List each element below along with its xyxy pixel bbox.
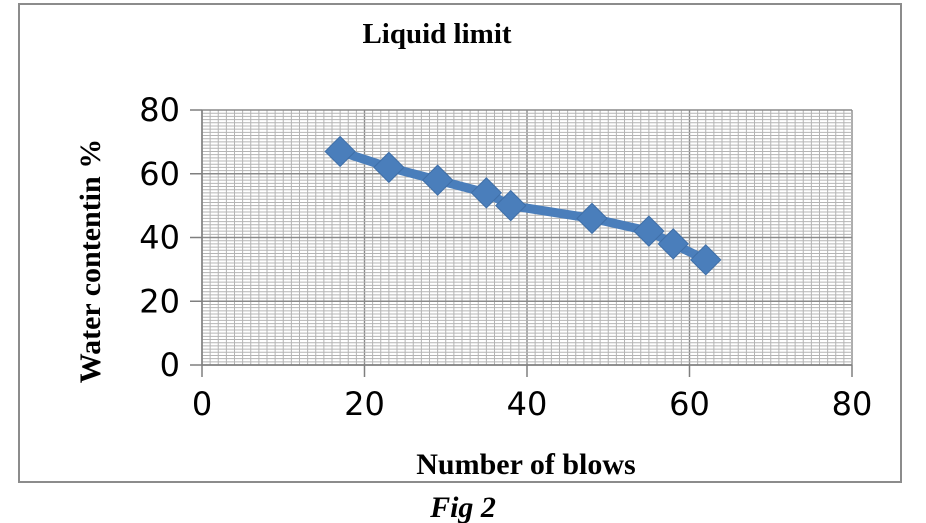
y-tick-label: 20 [139, 282, 180, 320]
x-tick-label: 80 [832, 385, 873, 423]
y-tick-label: 0 [160, 346, 180, 384]
figure-caption: Fig 2 [430, 493, 496, 523]
data-point [470, 177, 503, 209]
chart-title: Liquid limit [362, 18, 511, 50]
y-tick-label: 40 [139, 219, 180, 257]
series [324, 135, 722, 276]
data-point [576, 202, 608, 235]
data-point [633, 215, 665, 247]
data-point [657, 228, 689, 260]
data-point [324, 135, 356, 168]
chart-frame: 0 20 40 60 80 0 20 40 60 80 Liquid limit Number o… [18, 3, 902, 483]
grid [201, 109, 853, 366]
x-tick-label: 40 [507, 385, 548, 423]
tick-labels: 0 20 40 60 80 0 20 40 60 80 [139, 91, 872, 423]
axes [190, 109, 853, 377]
y-tick-label: 60 [139, 155, 180, 193]
chart-svg: 0 20 40 60 80 0 20 40 60 80 Liquid limit Number o… [74, 18, 872, 481]
x-axis-label: Number of blows [416, 448, 635, 481]
data-point [373, 151, 405, 184]
x-tick-label: 0 [192, 385, 212, 423]
x-tick-label: 60 [669, 385, 710, 423]
y-tick-label: 80 [139, 91, 180, 129]
data-point [495, 189, 527, 222]
x-tick-label: 20 [344, 385, 385, 423]
data-point [421, 164, 454, 196]
data-point [690, 244, 722, 276]
y-axis-label: Water contentin % [74, 139, 107, 383]
